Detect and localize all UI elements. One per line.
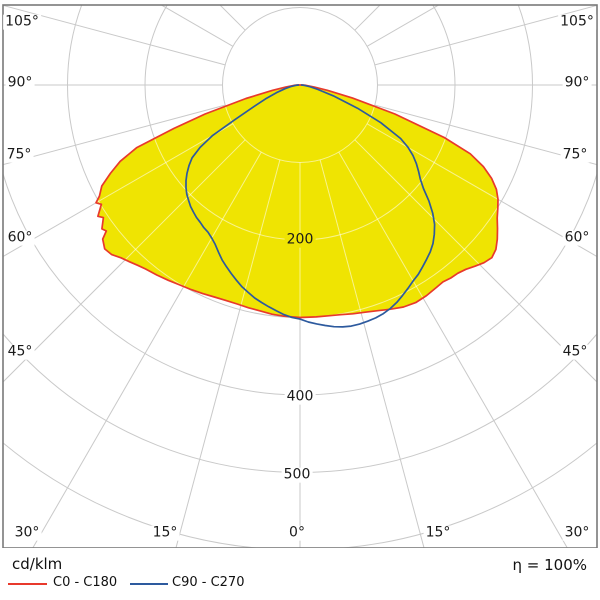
angle-label-r75: 75° — [560, 146, 590, 163]
angle-label-l45: 45° — [5, 343, 35, 360]
caption-bar: cd/klm C0 - C180 C90 - C270 η = 100% — [0, 548, 600, 600]
angle-label-l30: 30° — [12, 524, 42, 541]
angle-label-b15r: 15° — [423, 524, 453, 541]
legend-label-c0-c180: C0 - C180 — [53, 575, 118, 590]
radial-value-label-t400: 400 — [284, 388, 316, 405]
angle-label-r30: 30° — [562, 524, 592, 541]
angle-label-r90: 90° — [562, 74, 592, 91]
angle-label-l60: 60° — [5, 229, 35, 246]
angle-label-l90: 90° — [5, 74, 35, 91]
angle-label-b15l: 15° — [150, 524, 180, 541]
legend-label-c90-c270: C90 - C270 — [172, 575, 245, 590]
angle-label-r60: 60° — [562, 229, 592, 246]
angle-label-l75: 75° — [4, 146, 34, 163]
angle-label-r105: 105° — [558, 13, 596, 30]
legend-line-c0-c180 — [8, 583, 47, 585]
curve-c90-c270 — [185, 84, 436, 328]
legend-line-c90-c270 — [130, 583, 168, 585]
angle-label-r45: 45° — [560, 343, 590, 360]
radial-value-label-t200: 200 — [284, 231, 316, 248]
angle-label-b0: 0° — [287, 524, 307, 541]
units-label: cd/klm — [12, 555, 63, 573]
angle-label-l105: 105° — [3, 13, 41, 30]
efficiency-label: η = 100% — [512, 556, 588, 574]
beam-fill-c0-c180 — [96, 85, 498, 318]
radial-value-label-t500: 500 — [281, 466, 313, 483]
